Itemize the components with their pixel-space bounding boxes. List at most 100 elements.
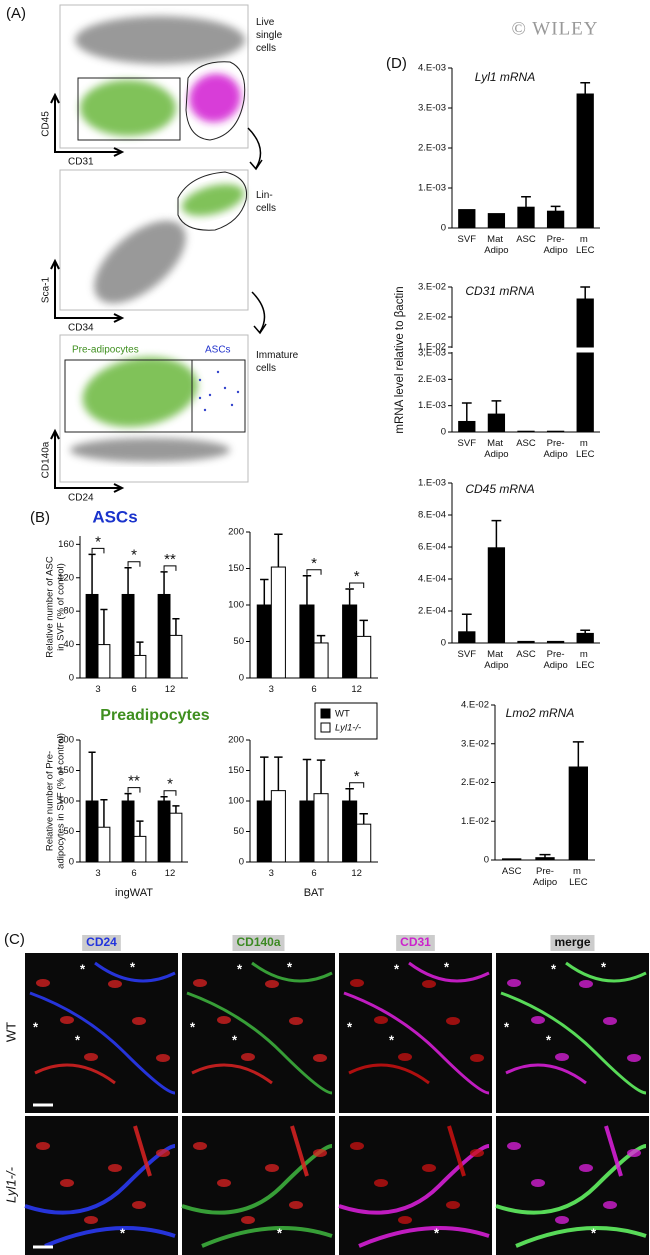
y-tick-label: 120 <box>58 572 74 583</box>
bar <box>517 430 535 433</box>
nucleus <box>398 1053 412 1061</box>
nucleus <box>627 1149 641 1157</box>
asterisk: * <box>277 1225 283 1240</box>
stain <box>604 1125 623 1177</box>
y-tick-label: 0 <box>441 223 446 234</box>
stain <box>358 1226 490 1248</box>
bar <box>535 857 555 861</box>
stain <box>44 1226 176 1248</box>
stain <box>201 1226 333 1248</box>
asterisk: * <box>80 961 86 976</box>
x-tick-label: m LEC <box>576 649 595 671</box>
y-tick-label: 3.E-03 <box>418 103 446 114</box>
bar <box>576 93 594 229</box>
x-tick-label: m LEC <box>569 866 588 888</box>
error-bar <box>160 571 168 595</box>
significance: ** <box>128 773 140 790</box>
x-tick-label: 6 <box>311 684 316 695</box>
asterisk: * <box>33 1019 39 1034</box>
asterisk: * <box>551 961 557 976</box>
nucleus <box>422 980 436 988</box>
bar <box>299 800 315 863</box>
population-label: ASCs <box>205 345 231 356</box>
error-bar <box>136 820 144 837</box>
nucleus <box>84 1216 98 1224</box>
bar <box>487 213 506 229</box>
flow-arrow <box>251 291 267 335</box>
bar <box>342 604 358 679</box>
x-axis-label: ingWAT <box>115 887 153 899</box>
micrograph <box>25 1116 178 1255</box>
nucleus <box>446 1201 460 1209</box>
cell-cloud <box>94 220 186 304</box>
stain <box>34 1063 116 1085</box>
axis-arrows <box>50 258 125 323</box>
asterisk: * <box>287 959 293 974</box>
stain <box>186 991 333 1095</box>
nucleus <box>398 1216 412 1224</box>
significance: * <box>354 568 360 585</box>
error-bar <box>345 788 354 801</box>
chart-title: CD45 mRNA <box>465 482 534 496</box>
bar <box>458 631 476 644</box>
legend-swatch <box>320 722 331 733</box>
x-tick-label: Mat Adipo <box>484 438 508 460</box>
bar <box>356 635 372 679</box>
asc-dot <box>223 386 227 390</box>
y-tick-label: 0 <box>69 857 74 868</box>
error-bar <box>124 566 132 595</box>
stain <box>343 991 490 1095</box>
error-bar <box>274 533 283 568</box>
error-bar <box>100 799 108 828</box>
flow-y-axis: Sca-1 <box>41 277 52 304</box>
axis-break <box>446 348 600 352</box>
stain <box>290 1125 309 1177</box>
bar <box>169 634 183 679</box>
flow-x-axis: CD24 <box>68 493 94 504</box>
gate-label: Live single cells <box>256 17 285 54</box>
asc-dot <box>208 393 212 397</box>
nucleus <box>289 1017 303 1025</box>
gate <box>77 77 181 141</box>
flow-x-axis: CD34 <box>68 323 94 334</box>
nucleus <box>193 1142 207 1150</box>
stain <box>500 991 647 1095</box>
bar <box>169 812 183 863</box>
stain <box>251 961 333 983</box>
nucleus <box>241 1053 255 1061</box>
y-tick-label: 200 <box>58 735 74 746</box>
y-tick-label: 160 <box>58 539 74 550</box>
y-axis-label: in SVF (% of control) <box>56 563 67 651</box>
error-bar <box>260 756 269 801</box>
cell-cloud <box>82 357 198 427</box>
x-tick-label: 6 <box>311 868 316 879</box>
legend-label: Lyl1-/- <box>335 723 361 734</box>
error-bar <box>316 759 326 794</box>
nucleus <box>470 1149 484 1157</box>
nucleus <box>84 1053 98 1061</box>
asterisk: * <box>444 959 450 974</box>
asterisk: * <box>434 1225 440 1240</box>
flow-y-axis: CD140a <box>41 441 52 478</box>
bar <box>576 632 594 644</box>
x-tick-label: SVF <box>458 649 477 660</box>
y-tick-label: 1.E-03 <box>418 183 446 194</box>
channel-label: CD31 <box>400 935 431 949</box>
chart-title: CD31 mRNA <box>465 284 534 298</box>
y-tick-label: 0 <box>441 427 446 438</box>
panel-label: (B) <box>30 509 50 526</box>
cell-cloud <box>70 438 230 462</box>
stain <box>29 991 176 1095</box>
y-tick-label: 1,E-02 <box>418 342 446 353</box>
nucleus <box>374 1179 388 1187</box>
panel-label: (D) <box>386 55 407 72</box>
x-tick-label: 3 <box>269 684 274 695</box>
nucleus <box>60 1179 74 1187</box>
nucleus <box>36 1142 50 1150</box>
y-tick-label: 2.E-02 <box>418 312 446 323</box>
error-bar <box>260 578 269 605</box>
bar <box>85 593 99 679</box>
y-tick-label: 50 <box>63 826 74 837</box>
error-bar <box>302 575 312 605</box>
